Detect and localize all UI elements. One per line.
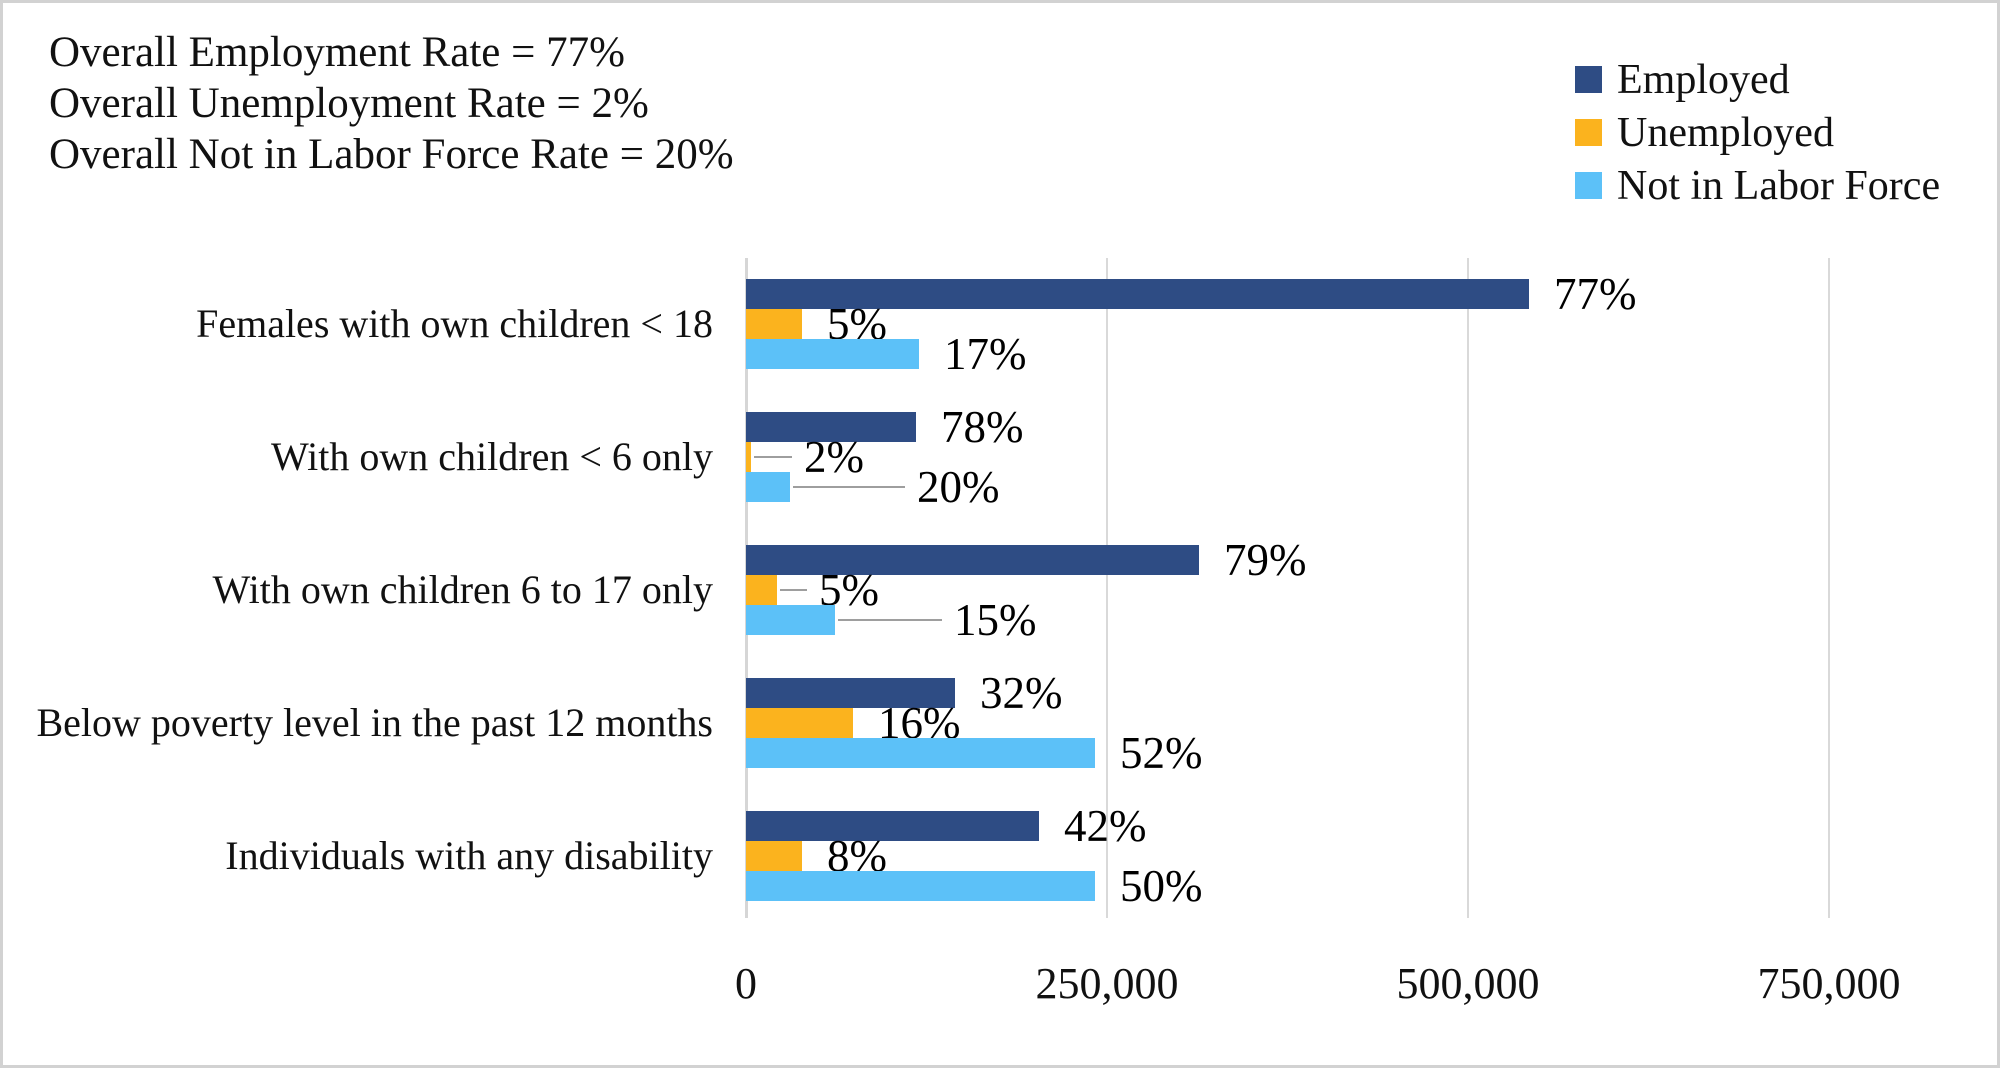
data-label-employed: 77% [1554, 269, 1637, 319]
overall-employment-rate-text: Overall Employment Rate = 77% [49, 29, 625, 76]
bar-not-in-labor-force [746, 871, 1095, 901]
bar-employed [746, 279, 1529, 309]
x-tick-label: 0 [735, 959, 757, 1008]
legend-item-employed: Employed [1575, 53, 1940, 106]
bar-employed [746, 811, 1039, 841]
legend-swatch-employed-icon [1575, 66, 1602, 93]
category-label: With own children 6 to 17 only [212, 567, 713, 612]
legend-item-unemployed: Unemployed [1575, 106, 1940, 159]
bar-not-in-labor-force [746, 472, 790, 502]
bar-employed [746, 678, 955, 708]
data-label-employed: 42% [1064, 801, 1147, 851]
data-label-leader-line [780, 589, 807, 591]
bar-employed [746, 412, 916, 442]
data-label-employed: 79% [1224, 535, 1307, 585]
bar-not-in-labor-force [746, 605, 835, 635]
data-label-employed: 32% [980, 668, 1063, 718]
legend: Employed Unemployed Not in Labor Force [1575, 53, 1940, 212]
category-label: Females with own children < 18 [196, 301, 713, 346]
overall-not-in-labor-force-rate-text: Overall Not in Labor Force Rate = 20% [49, 131, 734, 178]
data-label-not-in-labor-force: 15% [954, 595, 1037, 645]
category-label: With own children < 6 only [271, 434, 713, 479]
x-tick-label: 750,000 [1757, 959, 1901, 1008]
legend-swatch-not-in-labor-force-icon [1575, 172, 1602, 199]
data-label-employed: 78% [941, 402, 1024, 452]
legend-item-not-in-labor-force: Not in Labor Force [1575, 159, 1940, 212]
legend-label-unemployed: Unemployed [1617, 109, 1834, 156]
gridline-250,000 [1106, 258, 1108, 918]
data-label-unemployed: 2% [804, 432, 864, 482]
plot-area: 0 250,000 500,000 750,000 Females with own c… [3, 3, 1997, 1065]
data-label-not-in-labor-force: 20% [917, 462, 1000, 512]
bar-unemployed [746, 575, 777, 605]
data-label-leader-line [754, 456, 792, 458]
bar-unemployed [746, 708, 853, 738]
gridline-750,000 [1828, 258, 1830, 918]
category-label: Below poverty level in the past 12 month… [36, 700, 713, 745]
data-label-not-in-labor-force: 17% [944, 329, 1027, 379]
overall-unemployment-rate-text: Overall Unemployment Rate = 2% [49, 80, 649, 127]
x-tick-label: 500,000 [1396, 959, 1540, 1008]
bar-unemployed [746, 841, 802, 871]
bar-not-in-labor-force [746, 738, 1095, 768]
category-label: Individuals with any disability [225, 833, 713, 878]
data-label-leader-line [838, 619, 942, 621]
bar-employed [746, 545, 1199, 575]
data-label-not-in-labor-force: 52% [1120, 728, 1203, 778]
overall-rates-block: Overall Employment Rate = 77% Overall Un… [49, 27, 734, 180]
bar-not-in-labor-force [746, 339, 919, 369]
legend-label-employed: Employed [1617, 56, 1790, 103]
gridline-500,000 [1467, 258, 1469, 918]
data-label-leader-line [793, 486, 905, 488]
legend-swatch-unemployed-icon [1575, 119, 1602, 146]
data-label-not-in-labor-force: 50% [1120, 861, 1203, 911]
x-tick-label: 250,000 [1035, 959, 1179, 1008]
bar-unemployed [746, 442, 751, 472]
bar-unemployed [746, 309, 802, 339]
legend-label-not-in-labor-force: Not in Labor Force [1617, 162, 1941, 209]
